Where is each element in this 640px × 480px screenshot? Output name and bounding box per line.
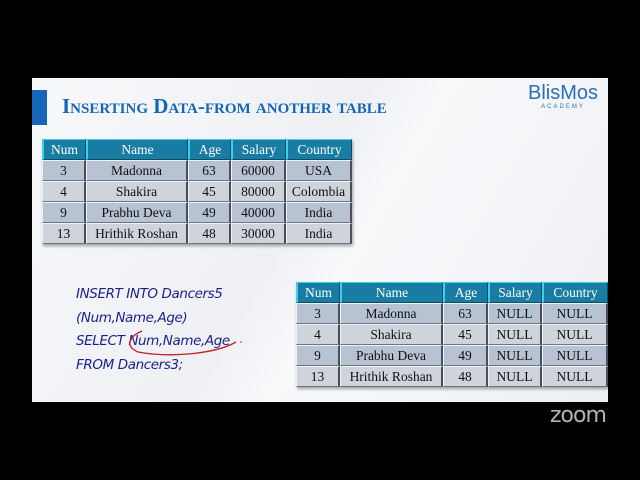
table-cell: 60000 [231, 160, 286, 181]
table-cell: NULL [488, 345, 542, 366]
sql-line: (Num,Name,Age) [76, 309, 188, 326]
sql-line: FROM Dancers3; [76, 356, 183, 373]
table-cell: 4 [296, 324, 340, 345]
table-cell: India [286, 202, 352, 223]
blismos-logo: BlisMos ACADEMY [528, 83, 598, 111]
table-cell: 63 [188, 160, 231, 181]
table-cell: USA [286, 160, 352, 181]
table-row: 9 Prabhu Deva 49 NULL NULL [296, 345, 608, 366]
column-header: Name [340, 282, 443, 303]
column-header: Num [42, 139, 86, 160]
table-cell: 80000 [231, 181, 286, 202]
sql-line: SELECT Num,Name,Age [76, 333, 230, 349]
sql-statement: INSERT INTO Dancers5 (Num,Name,Age) SELE… [76, 283, 230, 377]
table-cell: 45 [443, 324, 488, 345]
title-accent-bar [32, 90, 47, 125]
table-cell: 49 [443, 345, 488, 366]
table-row: 13 Hrithik Roshan 48 30000 India [42, 223, 352, 244]
table-row: 13 Hrithik Roshan 48 NULL NULL [296, 366, 608, 387]
table-cell: India [286, 223, 352, 244]
table-cell: Prabhu Deva [340, 345, 443, 366]
column-header: Age [443, 282, 488, 303]
zoom-watermark: zoom [550, 403, 607, 428]
table-cell: NULL [542, 324, 608, 345]
table-cell: Madonna [86, 160, 188, 181]
table-cell: 9 [42, 202, 86, 223]
table-cell: NULL [488, 324, 542, 345]
table-cell: Hrithik Roshan [86, 223, 188, 244]
table-cell: 9 [296, 345, 340, 366]
table-row: 9 Prabhu Deva 49 40000 India [42, 202, 352, 223]
logo-subtitle: ACADEMY [541, 104, 585, 110]
table-cell: 4 [42, 181, 86, 202]
table-row: 3 Madonna 63 60000 USA [42, 160, 352, 181]
table-cell: 40000 [231, 202, 286, 223]
table-cell: 3 [296, 303, 340, 324]
table-header-row: Num Name Age Salary Country [296, 282, 608, 303]
result-table: Num Name Age Salary Country 3 Madonna 63 NULL NU… [296, 282, 608, 387]
slide-title: Inserting Data-from another table [62, 94, 387, 118]
table-cell: 30000 [231, 223, 286, 244]
column-header: Name [86, 139, 188, 160]
table-cell: Hrithik Roshan [340, 366, 443, 387]
table-row: 4 Shakira 45 NULL NULL [296, 324, 608, 345]
table-cell: 49 [188, 202, 231, 223]
table-cell: 45 [188, 181, 231, 202]
table-cell: NULL [542, 303, 608, 324]
table-cell: 13 [296, 366, 340, 387]
table-header-row: Num Name Age Salary Country [42, 139, 352, 160]
column-header: Country [542, 282, 608, 303]
table-row: 4 Shakira 45 80000 Colombia [42, 181, 352, 202]
table-cell: Shakira [340, 324, 443, 345]
column-header: Num [296, 282, 340, 303]
table-cell: 48 [443, 366, 488, 387]
table-cell: Shakira [86, 181, 188, 202]
table-cell: Colombia [286, 181, 352, 202]
table-cell: NULL [542, 345, 608, 366]
logo-name: BlisMos [528, 82, 599, 104]
table-cell: Madonna [340, 303, 443, 324]
table-cell: 63 [443, 303, 488, 324]
red-circle-annotation [129, 330, 242, 356]
column-header: Country [286, 139, 352, 160]
table-cell: NULL [542, 366, 608, 387]
table-cell: 48 [188, 223, 231, 244]
table-cell: NULL [488, 303, 542, 324]
column-header: Salary [488, 282, 542, 303]
table-cell: 13 [42, 223, 86, 244]
source-table: Num Name Age Salary Country 3 Madonna 63 60000 U… [42, 139, 352, 244]
column-header: Salary [231, 139, 286, 160]
table-cell: Prabhu Deva [86, 202, 188, 223]
column-header: Age [188, 139, 231, 160]
sql-line: INSERT INTO Dancers5 [76, 286, 223, 302]
table-cell: NULL [488, 366, 542, 387]
table-cell: 3 [42, 160, 86, 181]
table-row: 3 Madonna 63 NULL NULL [296, 303, 608, 324]
